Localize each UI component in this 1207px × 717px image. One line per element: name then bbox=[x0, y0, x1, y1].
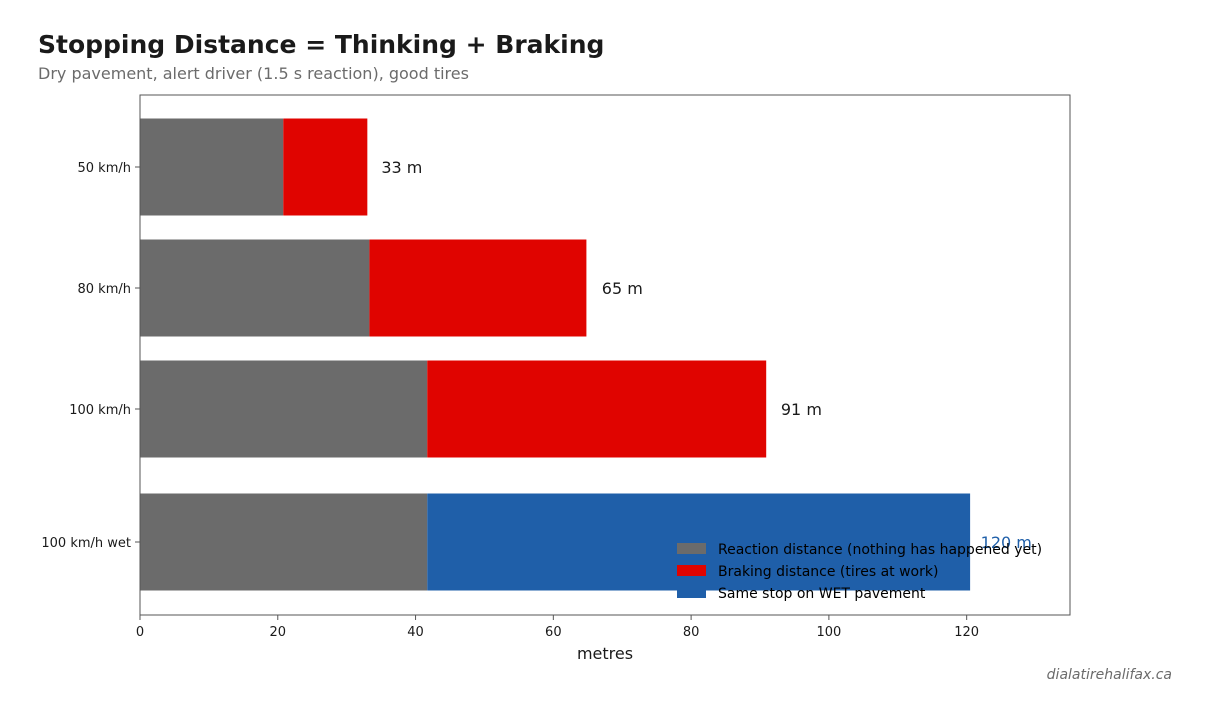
legend-label-3: Same stop on WET pavement bbox=[718, 586, 926, 602]
chart-title: Stopping Distance = Thinking + Braking bbox=[38, 30, 605, 59]
legend-label-1: Reaction distance (nothing has happened … bbox=[718, 542, 1042, 558]
y-tick-label-3: 100 km/h wet bbox=[41, 536, 131, 551]
x-tick-label-3: 60 bbox=[545, 625, 562, 640]
bar-2-2 bbox=[369, 239, 587, 337]
x-tick-label-5: 100 bbox=[816, 625, 841, 640]
bar-1-2 bbox=[140, 239, 370, 337]
total-label-1: 33 m bbox=[381, 158, 422, 177]
bar-1-3 bbox=[140, 360, 428, 458]
chart-subtitle: Dry pavement, alert driver (1.5 s reacti… bbox=[38, 64, 469, 83]
legend-label-2: Braking distance (tires at work) bbox=[718, 564, 938, 580]
bar-1-1 bbox=[140, 118, 284, 216]
legend-swatch-2 bbox=[677, 565, 706, 576]
legend: Reaction distance (nothing has happened … bbox=[677, 542, 1042, 602]
total-label-4: 120 m bbox=[981, 533, 1032, 552]
bar-2-3 bbox=[427, 360, 767, 458]
x-tick-label-4: 80 bbox=[683, 625, 700, 640]
bars-group bbox=[140, 118, 971, 591]
y-tick-label-0: 50 km/h bbox=[78, 161, 132, 176]
data-labels-group: 33 m 65 m 91 m 120 m bbox=[381, 158, 1032, 552]
bar-1-4 bbox=[140, 493, 428, 591]
total-label-2: 65 m bbox=[602, 279, 643, 298]
x-axis-label: metres bbox=[577, 644, 633, 663]
bar-2-1 bbox=[283, 118, 368, 216]
x-tick-label-1: 20 bbox=[270, 625, 287, 640]
y-tick-label-2: 100 km/h bbox=[69, 403, 131, 418]
legend-swatch-1 bbox=[677, 543, 706, 554]
x-axis: 0 20 40 60 80 100 120 bbox=[136, 615, 979, 640]
x-tick-label-2: 40 bbox=[407, 625, 424, 640]
y-axis: 50 km/h 80 km/h 100 km/h 100 km/h wet bbox=[41, 161, 140, 551]
y-tick-label-1: 80 km/h bbox=[78, 282, 132, 297]
plot-frame bbox=[139, 94, 1071, 616]
legend-swatch-3 bbox=[677, 587, 706, 598]
credit-text: dialatirehalifax.ca bbox=[1046, 667, 1172, 683]
x-tick-label-0: 0 bbox=[136, 625, 144, 640]
x-tick-label-6: 120 bbox=[954, 625, 979, 640]
total-label-3: 91 m bbox=[781, 400, 822, 419]
